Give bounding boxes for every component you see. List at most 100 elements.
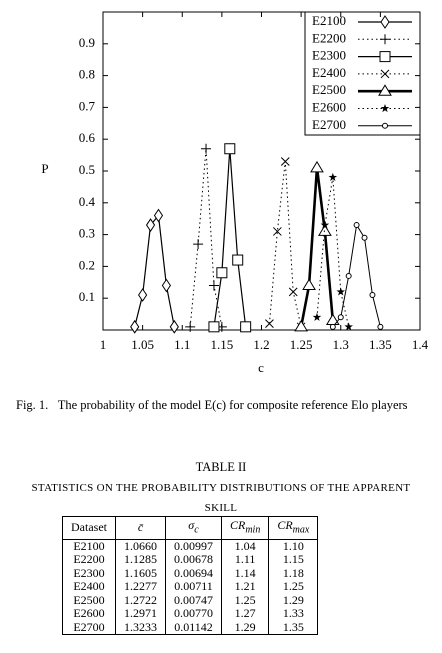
table-cell: 0.00694 <box>164 566 222 581</box>
caption-label: Fig. 1. <box>16 398 49 412</box>
table-row: E2100 1.0660 0.00997 1.04 1.10 <box>62 539 319 554</box>
caption-text: The probability of the model E(c) for co… <box>57 398 408 412</box>
legend-box <box>304 11 421 136</box>
x-tick-label: 1.05 <box>131 337 154 352</box>
table-cell: E2700 <box>62 620 116 636</box>
marker <box>280 157 290 166</box>
table-cell: 1.27 <box>220 607 270 621</box>
table-cell: E2300 <box>62 566 116 581</box>
marker <box>380 15 390 29</box>
table-cell: 1.2971 <box>114 607 166 621</box>
marker <box>379 51 391 63</box>
caption: Fig. 1. The probability of the model E(c… <box>16 398 428 413</box>
x-tick-label: 1 <box>100 337 107 352</box>
y-tick-label: 0.7 <box>79 98 96 113</box>
table-cell: 1.0660 <box>114 539 166 554</box>
header-text: Dataset <box>71 520 107 535</box>
table-cell: E2600 <box>62 607 116 621</box>
header-subscript: min <box>245 524 261 536</box>
header-text: CR <box>229 518 246 532</box>
table-cell: 0.00770 <box>164 607 222 621</box>
table-cell: 0.00747 <box>164 593 222 608</box>
table-cell: 0.00997 <box>164 539 222 554</box>
marker <box>380 34 390 45</box>
table-cell: E2100 <box>62 539 116 554</box>
marker <box>265 319 274 328</box>
x-tick-label: 1.3 <box>333 337 349 352</box>
legend-label: E2500 <box>312 82 346 97</box>
table-cell: E2500 <box>62 593 116 608</box>
marker <box>325 313 340 325</box>
header-subscript: c <box>194 524 199 536</box>
table-cell: 1.25 <box>268 580 319 594</box>
table-cell: 1.1605 <box>114 566 166 581</box>
series-line <box>299 167 335 328</box>
table-cell: 0.00711 <box>164 580 222 594</box>
table-cell: 1.04 <box>220 539 270 554</box>
series-line <box>213 148 247 327</box>
table-cell: 0.00678 <box>164 553 222 567</box>
stats-table: Dataset c̄ σc CRmin CRmax E2100 1.0660 0.00997 1… <box>62 516 319 636</box>
legend-label: E2600 <box>312 99 346 114</box>
x-tick-label: 1.25 <box>290 337 313 352</box>
table-cell: 1.10 <box>268 539 319 554</box>
marker <box>232 254 244 266</box>
table-row: E2600 1.2971 0.00770 1.27 1.33 <box>62 607 319 621</box>
table-body: E2100 1.0660 0.00997 1.04 1.10 E2200 1.1285 0.0… <box>62 539 319 636</box>
marker <box>272 227 282 236</box>
header-cell: CRmin <box>220 516 270 540</box>
table-cell: 1.1285 <box>114 553 166 567</box>
table-cell: 1.2277 <box>114 580 166 594</box>
y-tick-label: 0.6 <box>79 130 96 145</box>
header-cell: c̄ <box>114 516 166 540</box>
y-axis-label: P <box>41 161 48 176</box>
marker <box>153 208 164 223</box>
header-cell: Dataset <box>62 516 116 540</box>
marker <box>361 234 368 241</box>
series-line <box>268 161 302 327</box>
marker <box>294 319 309 332</box>
table-row: E2700 1.3233 0.01142 1.29 1.35 <box>62 620 319 636</box>
table-cell: 1.25 <box>220 593 270 608</box>
marker <box>240 321 252 333</box>
table-row: E2200 1.1285 0.00678 1.11 1.15 <box>62 553 319 567</box>
table-subtitle: STATISTICS ON THE PROBABILITY DISTRIBUTI… <box>31 482 411 514</box>
table-row: E2400 1.2277 0.00711 1.21 1.25 <box>62 580 319 594</box>
marker <box>329 323 336 330</box>
y-tick-label: 0.3 <box>79 226 95 241</box>
marker <box>353 222 360 229</box>
y-tick-label: 0.1 <box>79 289 95 304</box>
marker <box>193 239 204 250</box>
marker <box>310 160 324 173</box>
chart: P c 0.1 0.2 0.3 0.4 0.5 0.6 0.7 0.8 0.9 1 1.05 1.1 1… <box>41 11 429 375</box>
marker <box>161 278 172 293</box>
marker <box>288 287 298 297</box>
table-cell: 1.33 <box>268 607 319 621</box>
table-title: TABLE II <box>195 460 247 474</box>
legend-label: E2200 <box>312 30 346 45</box>
table-cell: 1.29 <box>220 620 270 636</box>
y-tick-label: 0.5 <box>79 162 95 177</box>
marker <box>138 288 148 302</box>
y-tick-label: 0.4 <box>79 194 96 209</box>
x-tick-label: 1.15 <box>211 337 234 352</box>
table-header: Dataset c̄ σc CRmin CRmax <box>62 516 319 540</box>
header-cell: CRmax <box>268 516 319 540</box>
y-tick-label: 0.2 <box>79 257 95 272</box>
table-cell: 1.11 <box>220 553 270 567</box>
table-cell: 1.35 <box>268 620 319 636</box>
marker <box>369 292 376 299</box>
marker <box>382 122 388 129</box>
marker <box>380 104 390 113</box>
marker <box>201 143 212 154</box>
marker <box>224 143 236 155</box>
table-cell: 0.01142 <box>164 620 222 636</box>
x-tick-label: 1.1 <box>174 337 190 352</box>
table-cell: 1.3233 <box>114 620 166 636</box>
marker <box>302 278 316 290</box>
table-cell: E2200 <box>62 553 116 567</box>
table-row: E2500 1.2722 0.00747 1.25 1.29 <box>62 593 319 608</box>
marker <box>130 319 140 334</box>
header-text: CR <box>277 518 293 532</box>
